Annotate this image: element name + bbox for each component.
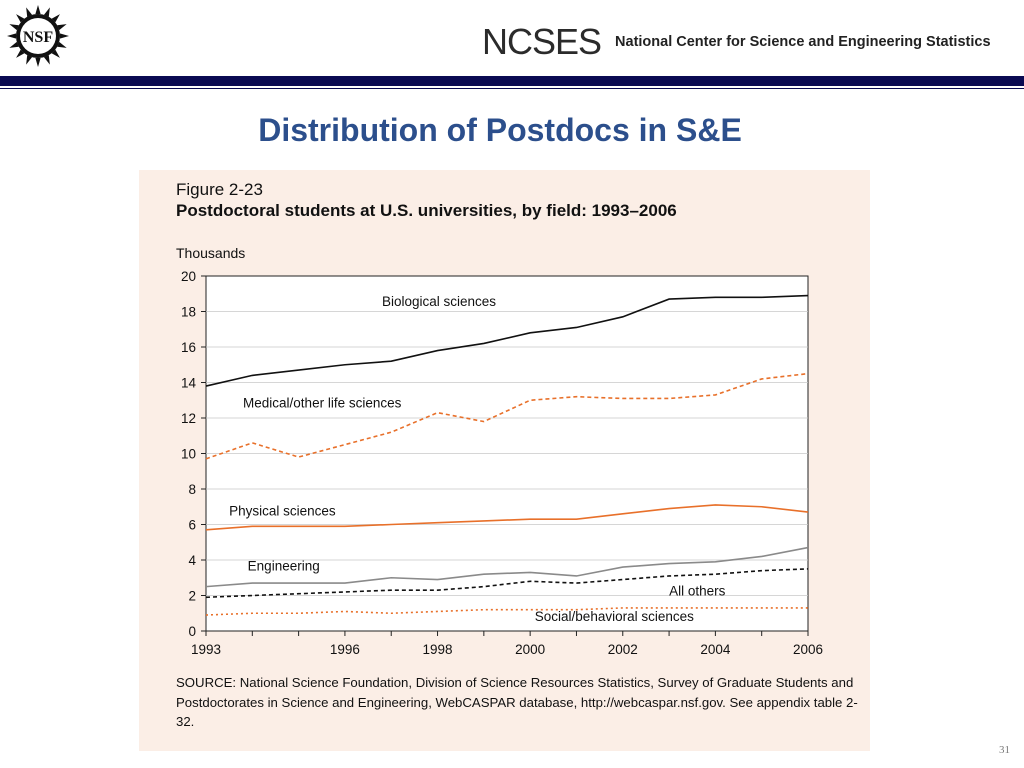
- header-divider-line: [0, 88, 1024, 89]
- y-tick-label: 6: [188, 518, 196, 533]
- series-line: [205, 546, 809, 588]
- y-tick-label: 10: [181, 447, 196, 462]
- y-tick-label: 18: [181, 305, 196, 320]
- series-line: [205, 607, 808, 616]
- y-tick-label: 16: [181, 340, 196, 355]
- series-label: Medical/other life sciences: [243, 395, 402, 410]
- nsf-logo-ray: [26, 55, 33, 65]
- line-chart: 0 2 4 6 8 10 12 14 16 18 20 1993 1996 1998 2000 2002 200…: [181, 269, 823, 657]
- series-label: Social/behavioral sciences: [535, 609, 694, 624]
- y-tick-label: 2: [188, 589, 196, 604]
- header-divider-bar: [0, 76, 1024, 86]
- y-tick-label: 12: [181, 411, 196, 426]
- figure-panel: Figure 2-23 Postdoctoral students at U.S…: [139, 170, 870, 751]
- y-axis-units: Thousands: [176, 245, 246, 261]
- ncses-branding: NCSES National Center for Science and En…: [482, 22, 991, 62]
- figure-title: Postdoctoral students at U.S. universiti…: [176, 201, 677, 220]
- x-tick-label: 1996: [330, 642, 360, 657]
- nsf-logo-ray: [35, 5, 41, 15]
- x-tick-label: 1998: [423, 642, 453, 657]
- nsf-logo-ray: [57, 24, 67, 31]
- x-tick-label: 2000: [515, 642, 545, 657]
- nsf-logo-ray: [35, 57, 41, 67]
- y-tick-label: 4: [188, 553, 196, 568]
- nsf-logo-text: NSF: [23, 29, 53, 46]
- y-tick-label: 20: [181, 269, 196, 284]
- series-label: Physical sciences: [229, 504, 336, 519]
- nsf-logo-ray: [57, 41, 67, 48]
- nsf-logo-ray: [9, 41, 19, 48]
- series-line: [205, 294, 809, 387]
- nsf-logo: NSF: [7, 5, 69, 67]
- nsf-logo-ray: [7, 33, 17, 39]
- org-abbreviation: NCSES: [482, 21, 602, 62]
- nsf-logo-ray: [59, 33, 69, 39]
- figure-source-note: SOURCE: National Science Foundation, Div…: [176, 675, 858, 729]
- y-tick-label: 14: [181, 376, 197, 391]
- x-tick-label: 2002: [608, 642, 638, 657]
- x-tick-label: 1993: [191, 642, 221, 657]
- x-tick-label: 2006: [793, 642, 823, 657]
- series-line: [205, 372, 809, 460]
- nsf-logo-ray: [9, 24, 19, 31]
- x-tick-label: 2004: [700, 642, 731, 657]
- nsf-logo-ray: [16, 49, 25, 58]
- series-label: Engineering: [248, 559, 320, 574]
- series-line: [205, 568, 809, 599]
- series-label: Biological sciences: [382, 294, 496, 309]
- org-full-name: National Center for Science and Engineer…: [615, 34, 991, 50]
- nsf-logo-ray: [51, 14, 60, 23]
- series-label: All others: [669, 584, 726, 599]
- nsf-logo-ray: [43, 7, 50, 17]
- slide-title: Distribution of Postdocs in S&E: [258, 112, 742, 148]
- nsf-logo-ray: [51, 49, 60, 58]
- y-tick-label: 0: [188, 624, 196, 639]
- figure-label: Figure 2-23: [176, 180, 263, 199]
- series-line: [205, 504, 809, 531]
- nsf-logo-ray: [43, 55, 50, 65]
- nsf-logo-ray: [26, 7, 33, 17]
- y-tick-label: 8: [188, 482, 196, 497]
- page-number: 31: [999, 744, 1010, 756]
- nsf-logo-ray: [16, 14, 25, 23]
